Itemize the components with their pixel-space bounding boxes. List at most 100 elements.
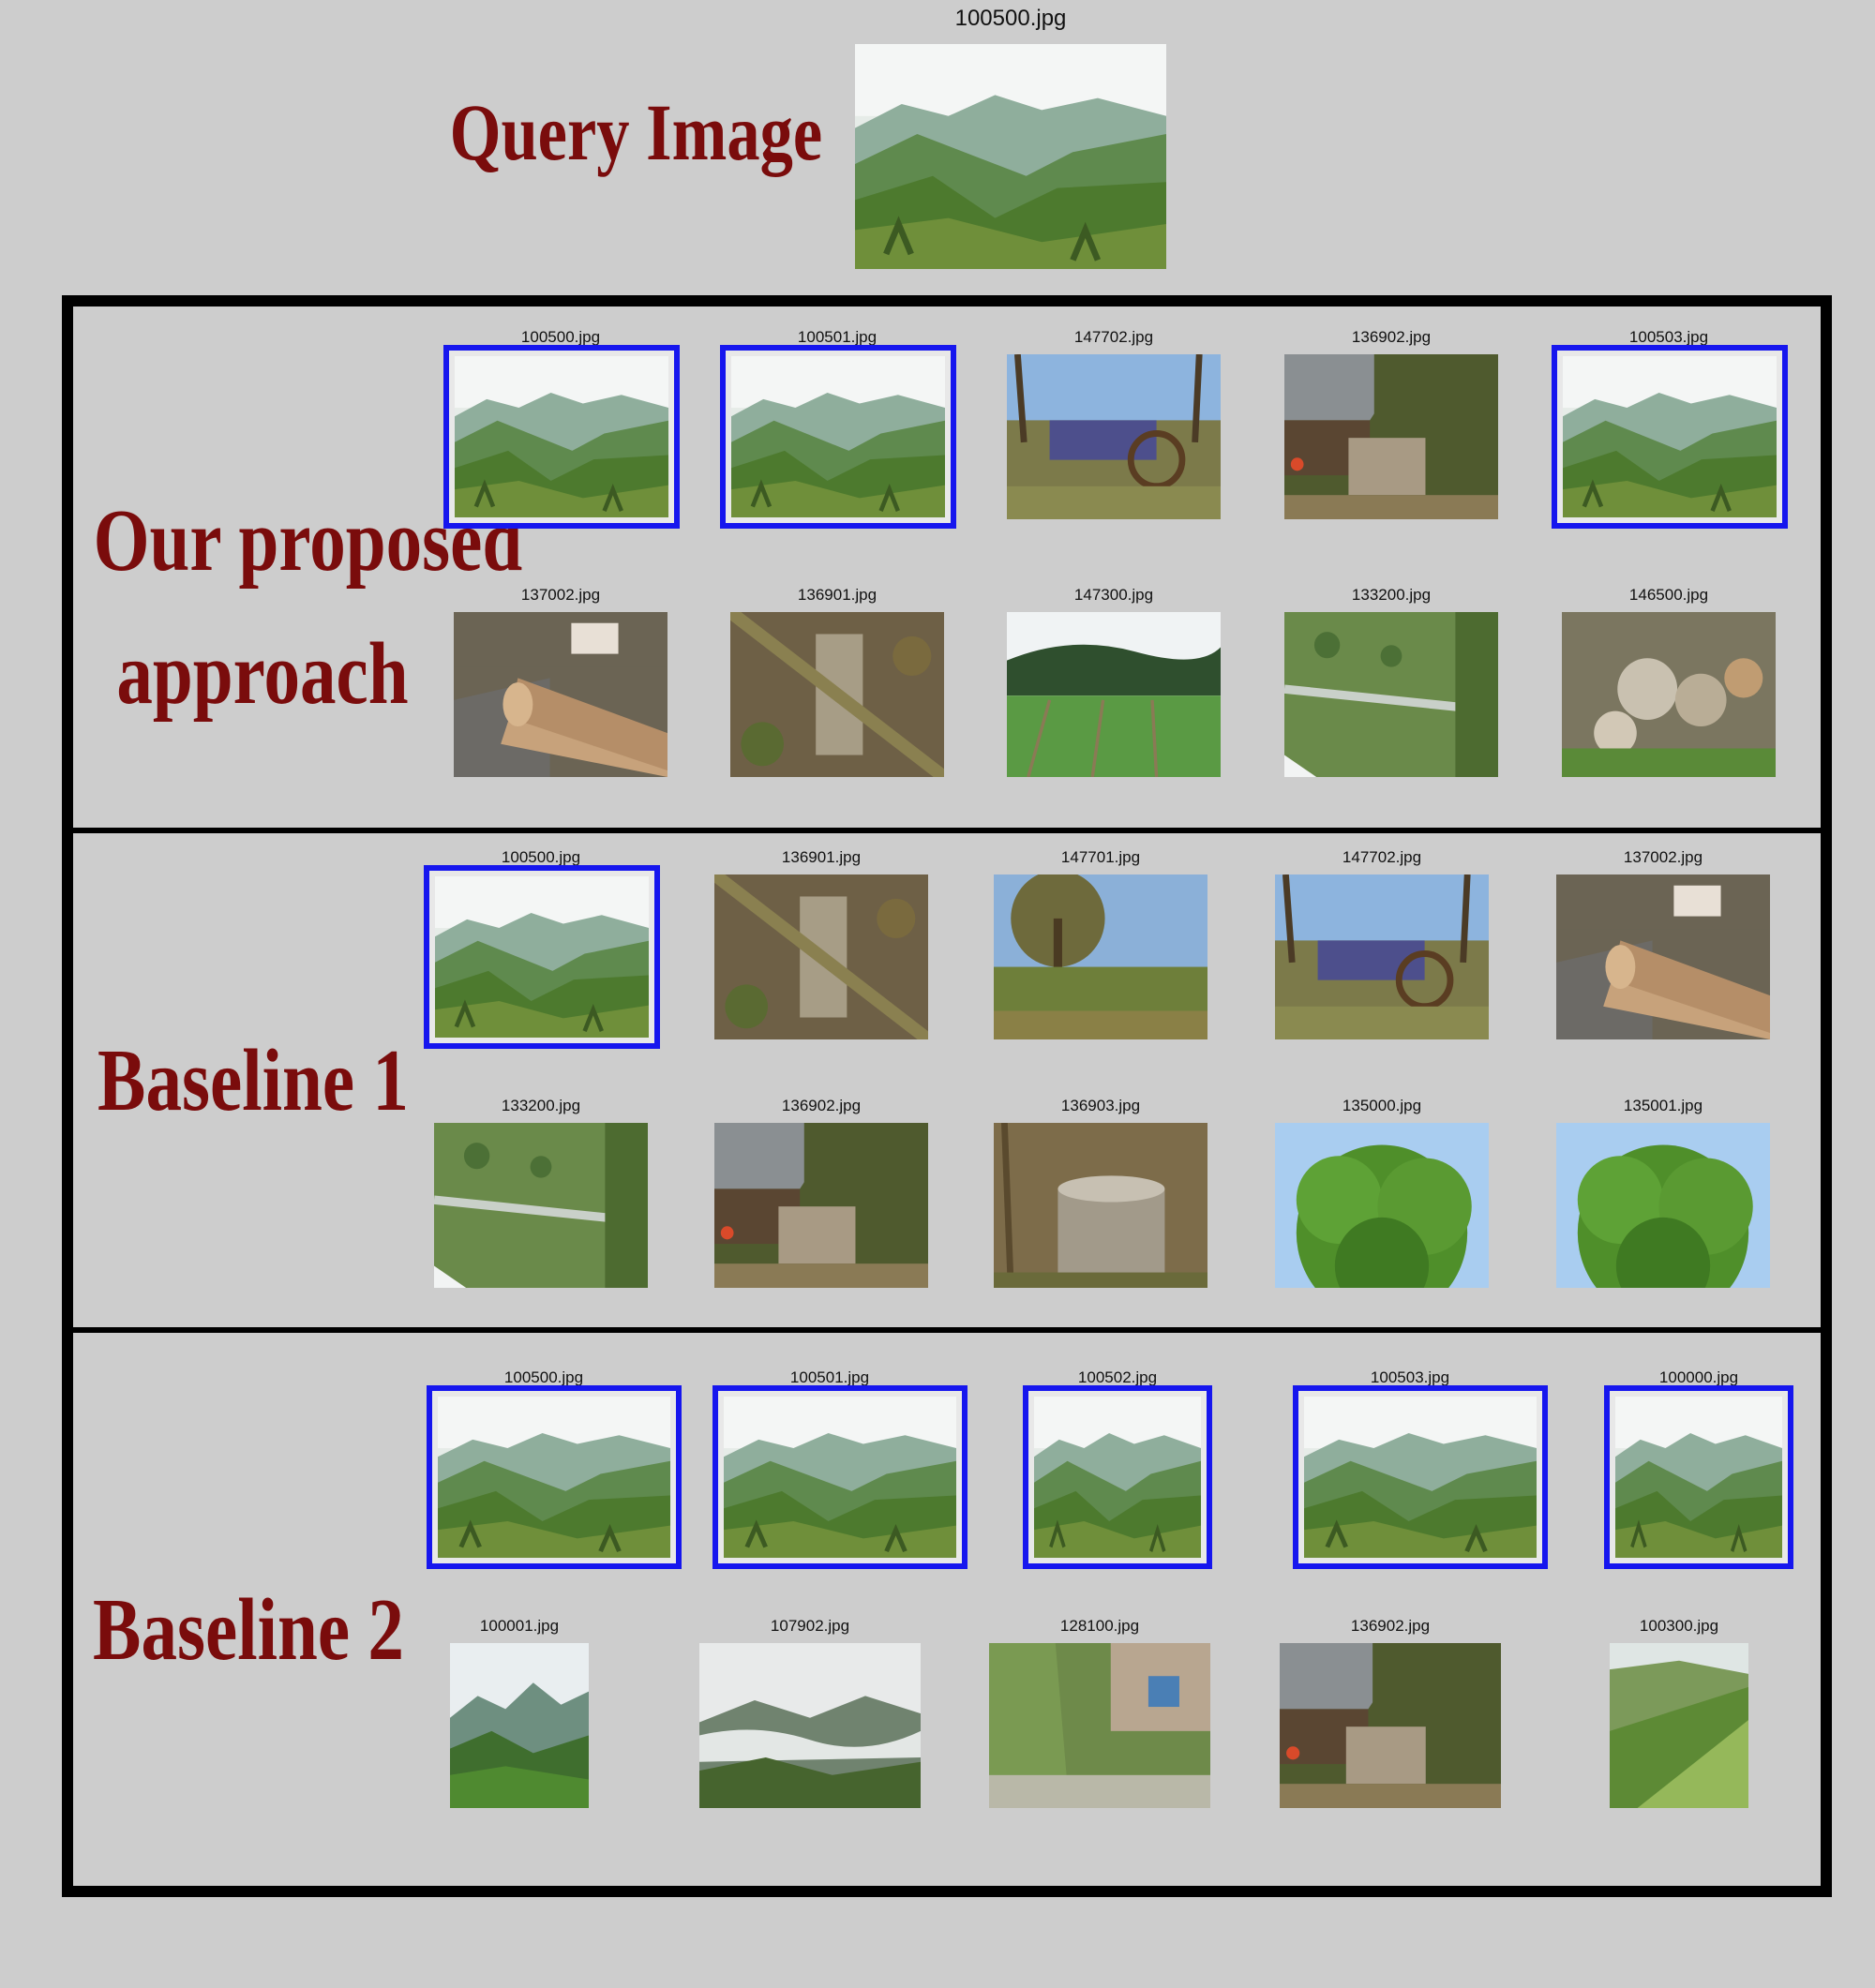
result-thumbnail[interactable]: [1275, 1123, 1489, 1288]
baseline1-result-10: 135001.jpg: [1546, 1097, 1780, 1288]
ours-result-3: 147702.jpg: [997, 328, 1231, 519]
result-filename: 107902.jpg: [770, 1617, 850, 1635]
result-filename: 137002.jpg: [520, 586, 601, 604]
result-thumbnail[interactable]: [1280, 1643, 1501, 1808]
baseline1-label: Baseline 1: [98, 1032, 409, 1129]
result-filename: 100501.jpg: [797, 328, 878, 346]
result-thumbnail[interactable]: [454, 612, 668, 777]
baseline1-result-6: 133200.jpg: [424, 1097, 658, 1288]
relevant-result-thumbnail[interactable]: [712, 1385, 968, 1569]
result-filename: 100500.jpg: [520, 328, 601, 346]
result-thumbnail[interactable]: [1556, 874, 1770, 1039]
result-filename: 136902.jpg: [781, 1097, 862, 1114]
result-filename: 136901.jpg: [781, 848, 862, 866]
baseline2-result-2: 100501.jpg: [712, 1368, 968, 1569]
baseline1-result-1: 100500.jpg: [424, 848, 660, 1049]
baseline1-result-4: 147702.jpg: [1265, 848, 1499, 1039]
section-divider: [62, 1327, 1832, 1333]
baseline1-result-7: 136902.jpg: [704, 1097, 938, 1288]
ours-label: Our proposed approach: [93, 492, 523, 723]
relevant-result-thumbnail[interactable]: [1604, 1385, 1793, 1569]
baseline2-result-6: 100001.jpg: [402, 1617, 637, 1808]
result-filename: 133200.jpg: [501, 1097, 581, 1114]
results-frame: [62, 295, 1832, 1897]
result-thumbnail[interactable]: [1562, 612, 1776, 777]
result-filename: 136902.jpg: [1351, 328, 1432, 346]
baseline2-label: Baseline 2: [93, 1581, 404, 1679]
ours-result-6: 137002.jpg: [443, 586, 678, 777]
relevant-result-thumbnail[interactable]: [424, 865, 660, 1049]
result-thumbnail[interactable]: [1284, 354, 1498, 519]
result-filename: 100502.jpg: [1077, 1368, 1158, 1386]
result-thumbnail[interactable]: [434, 1123, 648, 1288]
relevant-result-thumbnail[interactable]: [443, 345, 680, 529]
ours-label-line1: Our proposed: [93, 492, 523, 590]
result-filename: 137002.jpg: [1623, 848, 1703, 866]
result-filename: 100001.jpg: [479, 1617, 560, 1635]
result-thumbnail[interactable]: [1556, 1123, 1770, 1288]
result-filename: 146500.jpg: [1628, 586, 1709, 604]
result-thumbnail[interactable]: [730, 612, 944, 777]
ours-label-line2: approach: [116, 624, 409, 723]
result-filename: 147702.jpg: [1073, 328, 1154, 346]
baseline2-result-3: 100502.jpg: [1000, 1368, 1235, 1569]
query-image-label: Query Image: [449, 87, 823, 177]
result-thumbnail[interactable]: [1007, 354, 1221, 519]
result-filename: 136902.jpg: [1350, 1617, 1431, 1635]
baseline2-result-4: 100503.jpg: [1293, 1368, 1548, 1569]
result-filename: 100000.jpg: [1658, 1368, 1739, 1386]
result-thumbnail[interactable]: [1284, 612, 1498, 777]
result-thumbnail[interactable]: [1275, 874, 1489, 1039]
ours-result-7: 136901.jpg: [720, 586, 954, 777]
baseline2-result-8: 128100.jpg: [982, 1617, 1217, 1808]
result-thumbnail[interactable]: [994, 1123, 1208, 1288]
relevant-result-thumbnail[interactable]: [1293, 1385, 1548, 1569]
relevant-result-thumbnail[interactable]: [427, 1385, 682, 1569]
baseline1-result-8: 136903.jpg: [983, 1097, 1218, 1288]
result-filename: 100503.jpg: [1628, 328, 1709, 346]
section-divider: [62, 828, 1832, 833]
baseline1-result-3: 147701.jpg: [983, 848, 1218, 1039]
baseline2-result-10: 100300.jpg: [1562, 1617, 1796, 1808]
ours-result-10: 146500.jpg: [1552, 586, 1786, 777]
baseline1-result-9: 135000.jpg: [1265, 1097, 1499, 1288]
result-filename: 100503.jpg: [1370, 1368, 1450, 1386]
result-thumbnail[interactable]: [994, 874, 1208, 1039]
result-thumbnail[interactable]: [1610, 1643, 1748, 1808]
ours-result-2: 100501.jpg: [720, 328, 956, 529]
result-filename: 133200.jpg: [1351, 586, 1432, 604]
baseline1-result-2: 136901.jpg: [704, 848, 938, 1039]
result-filename: 147702.jpg: [1342, 848, 1422, 866]
result-thumbnail[interactable]: [714, 1123, 928, 1288]
result-thumbnail[interactable]: [699, 1643, 921, 1808]
result-thumbnail[interactable]: [450, 1643, 589, 1808]
ours-result-5: 100503.jpg: [1552, 328, 1788, 529]
relevant-result-thumbnail[interactable]: [1552, 345, 1788, 529]
result-thumbnail[interactable]: [989, 1643, 1210, 1808]
ours-result-8: 147300.jpg: [997, 586, 1231, 777]
ours-result-1: 100500.jpg: [443, 328, 680, 529]
query-image[interactable]: [855, 44, 1166, 269]
query-image-cell: 100500.jpg: [851, 0, 1170, 269]
ours-result-9: 133200.jpg: [1274, 586, 1508, 777]
baseline2-result-7: 107902.jpg: [693, 1617, 927, 1808]
baseline2-result-1: 100500.jpg: [427, 1368, 682, 1569]
query-image-filename: 100500.jpg: [954, 6, 1067, 31]
baseline2-result-5: 100000.jpg: [1582, 1368, 1816, 1569]
ours-result-4: 136902.jpg: [1274, 328, 1508, 519]
result-filename: 147701.jpg: [1060, 848, 1141, 866]
result-filename: 100500.jpg: [501, 848, 581, 866]
result-thumbnail[interactable]: [1007, 612, 1221, 777]
relevant-result-thumbnail[interactable]: [1023, 1385, 1212, 1569]
result-filename: 147300.jpg: [1073, 586, 1154, 604]
relevant-result-thumbnail[interactable]: [720, 345, 956, 529]
result-filename: 128100.jpg: [1059, 1617, 1140, 1635]
result-filename: 100500.jpg: [503, 1368, 584, 1386]
baseline1-result-5: 137002.jpg: [1546, 848, 1780, 1039]
result-thumbnail[interactable]: [714, 874, 928, 1039]
result-filename: 100501.jpg: [789, 1368, 870, 1386]
result-filename: 135001.jpg: [1623, 1097, 1703, 1114]
result-filename: 136903.jpg: [1060, 1097, 1141, 1114]
result-filename: 136901.jpg: [797, 586, 878, 604]
result-filename: 100300.jpg: [1639, 1617, 1719, 1635]
